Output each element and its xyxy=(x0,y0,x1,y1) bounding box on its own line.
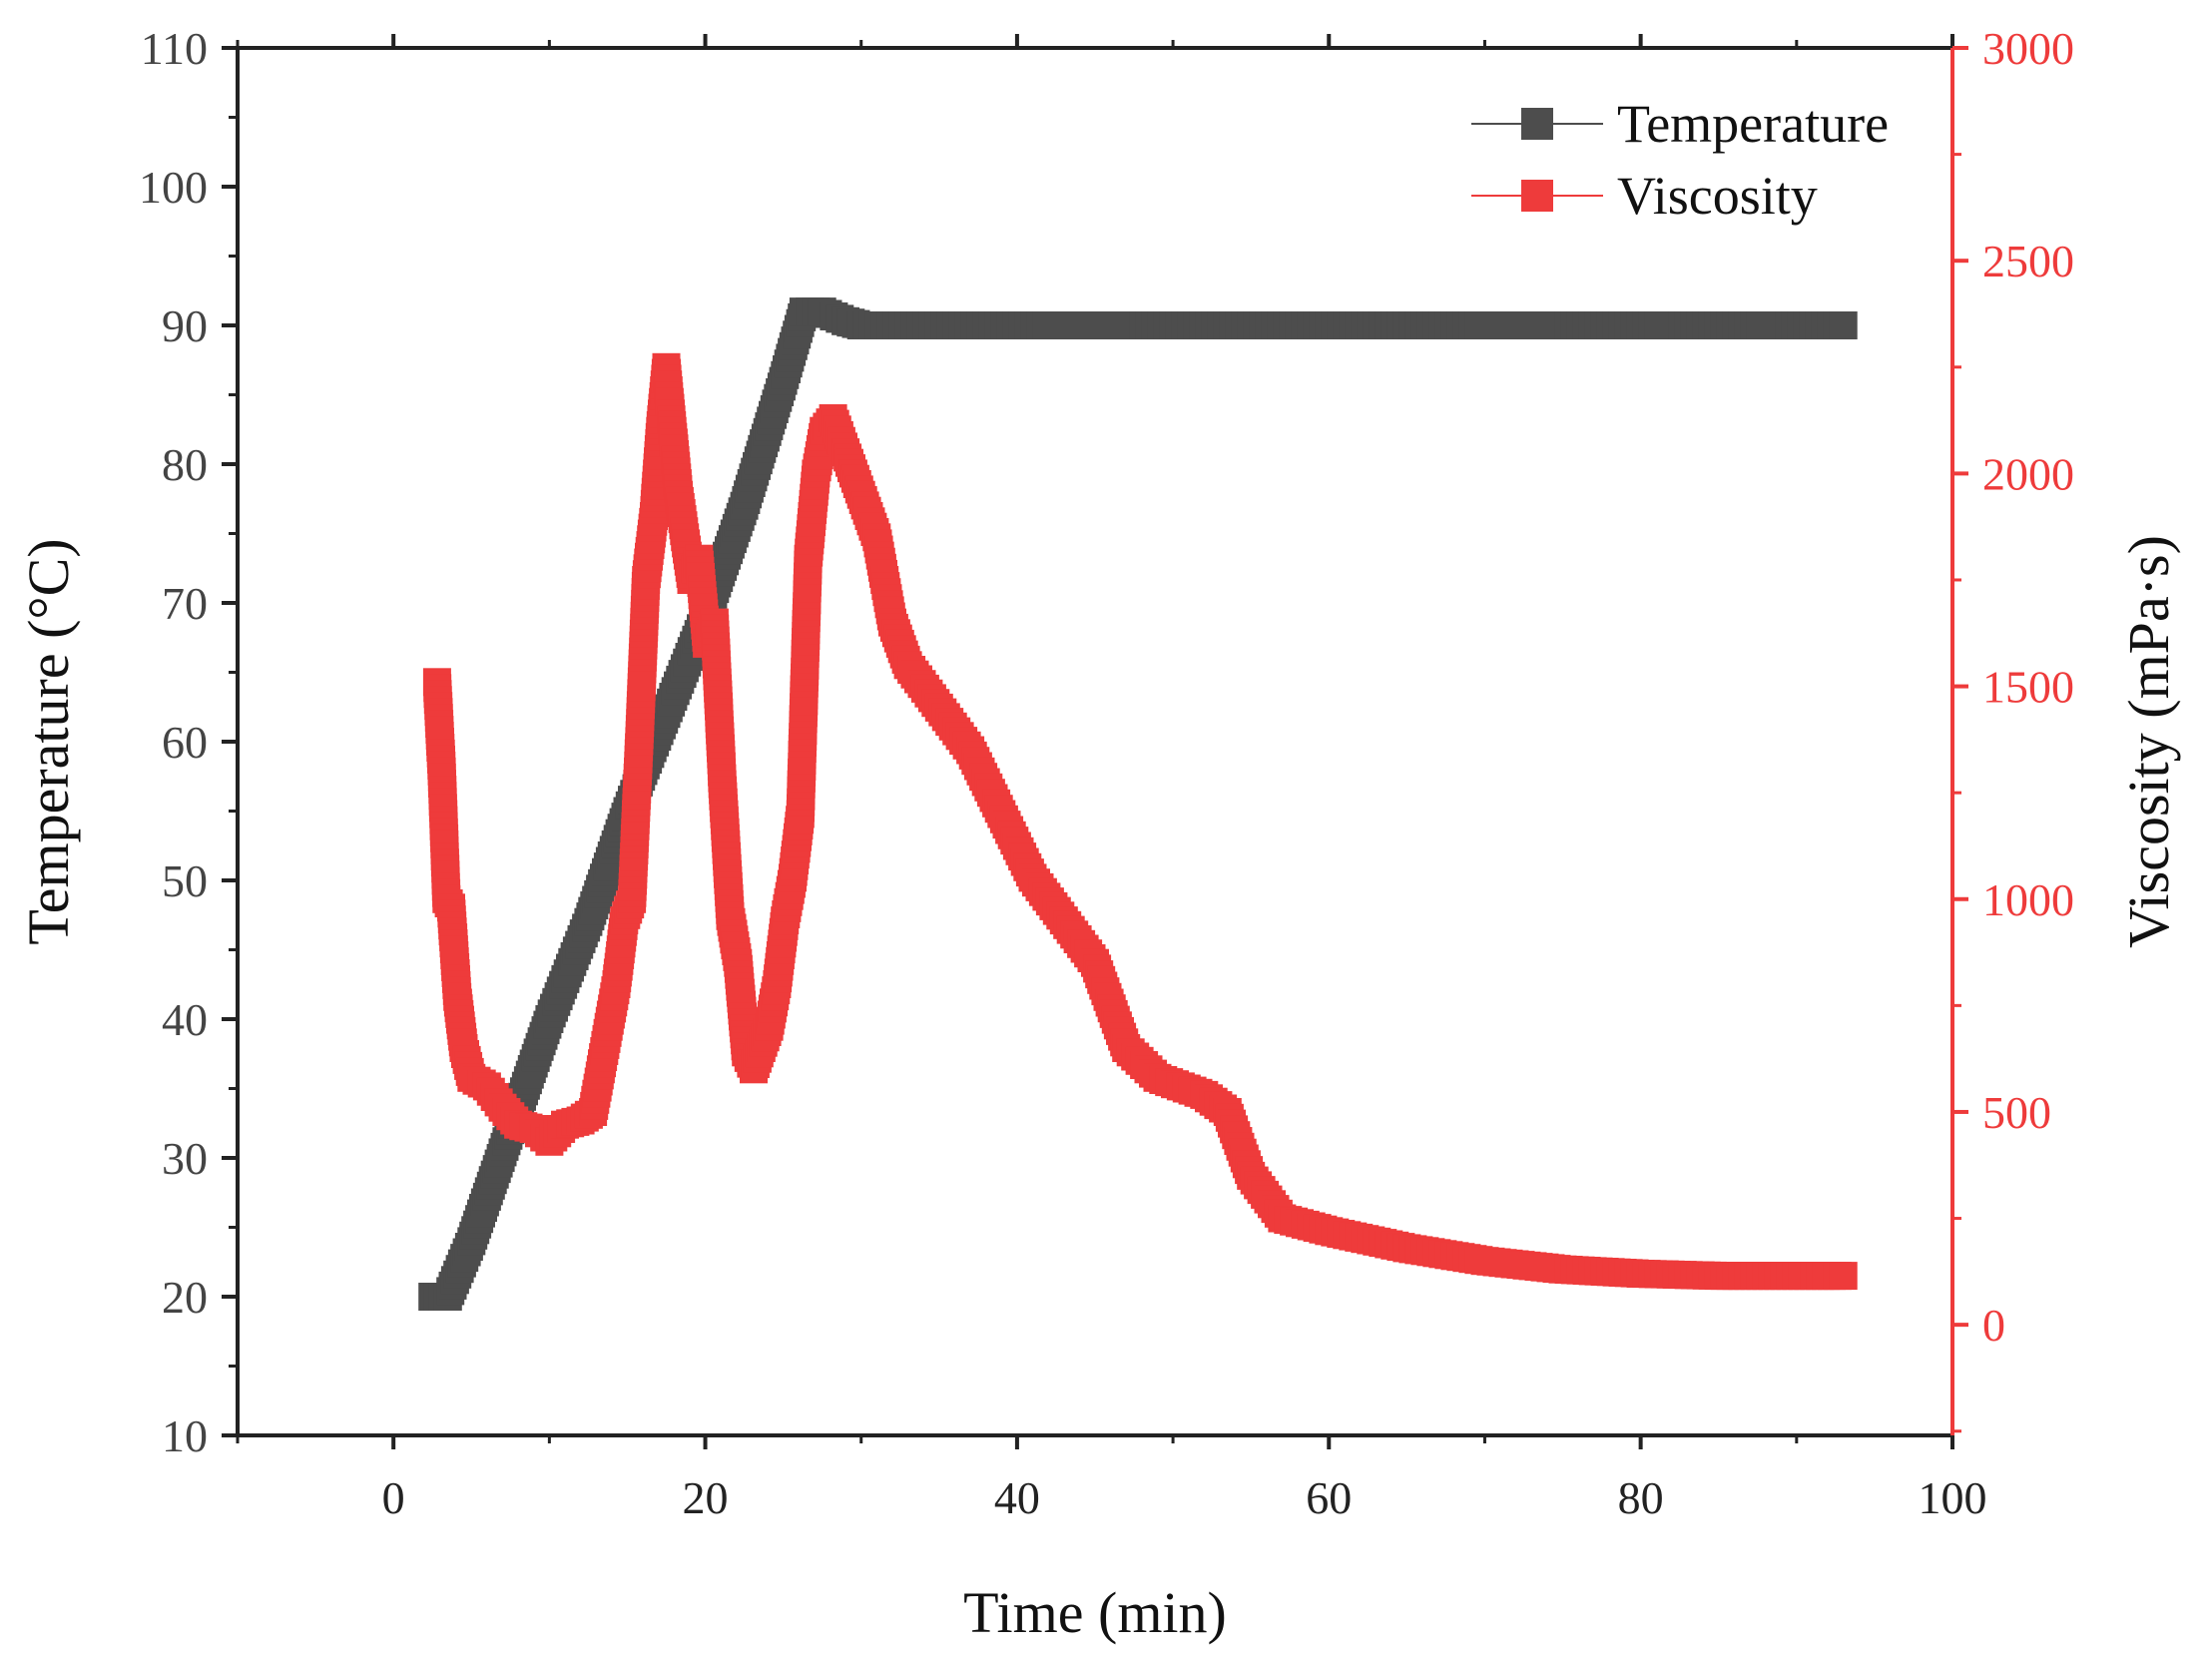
temperature-marker xyxy=(1829,311,1858,339)
labels-layer: Time (min) Temperature (°C) Viscosity (m… xyxy=(16,535,2181,1645)
y2-tick-label: 0 xyxy=(1982,1300,2005,1351)
y-tick-label: 60 xyxy=(162,717,208,768)
y-tick-label: 90 xyxy=(162,300,208,351)
y-axis-title: Temperature (°C) xyxy=(16,538,81,944)
y2-tick-label: 3000 xyxy=(1982,23,2074,74)
y-tick-label: 20 xyxy=(162,1272,208,1323)
y-tick-label: 40 xyxy=(162,994,208,1045)
y2-tick-label: 2000 xyxy=(1982,448,2074,499)
legend-marker-viscosity xyxy=(1521,180,1553,212)
x-tick-label: 40 xyxy=(994,1472,1040,1523)
x-tick-label: 80 xyxy=(1618,1472,1664,1523)
x-tick-label: 0 xyxy=(382,1472,405,1523)
viscosity-marker xyxy=(1829,1262,1858,1291)
x-tick-label: 20 xyxy=(683,1472,729,1523)
y-tick-label: 80 xyxy=(162,439,208,490)
ticks-layer: 0 20 40 60 80 100 10 20 30 40 50 60 70 80 90 100 110 0 500… xyxy=(139,23,2074,1523)
y-tick-label: 10 xyxy=(162,1410,208,1461)
y-tick-label: 70 xyxy=(162,578,208,629)
y2-tick-label: 500 xyxy=(1982,1087,2051,1138)
y2-tick-label: 2500 xyxy=(1982,236,2074,286)
y2-tick-label: 1000 xyxy=(1982,874,2074,925)
legend-label-temperature: Temperature xyxy=(1617,94,1889,154)
series-layer xyxy=(418,297,1858,1311)
legend-label-viscosity: Viscosity xyxy=(1617,166,1818,226)
y-tick-label: 110 xyxy=(141,23,208,74)
x-tick-label: 100 xyxy=(1919,1472,1987,1523)
legend-marker-temperature xyxy=(1521,108,1553,140)
x-tick-label: 60 xyxy=(1306,1472,1352,1523)
y-tick-label: 30 xyxy=(162,1133,208,1184)
y2-axis-title: Viscosity (mPa·s) xyxy=(2116,535,2181,948)
x-axis-title: Time (min) xyxy=(963,1580,1227,1645)
y-tick-label: 50 xyxy=(162,855,208,906)
legend: Temperature Viscosity xyxy=(1471,94,1889,226)
y2-tick-label: 1500 xyxy=(1982,662,2074,713)
y-tick-label: 100 xyxy=(139,162,208,213)
